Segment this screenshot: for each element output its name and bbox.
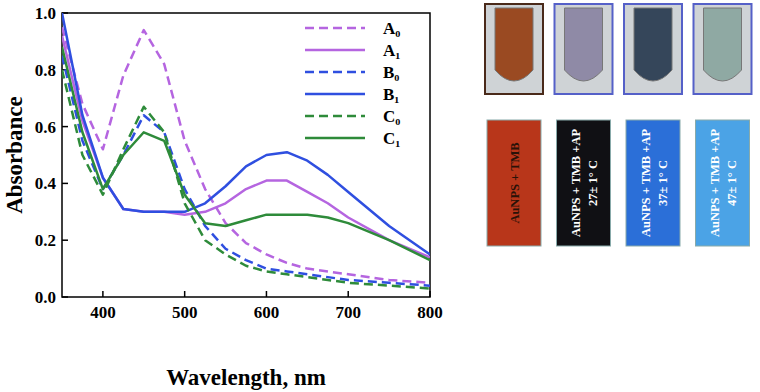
x-tick-label: 400 [90,303,116,322]
figure: 0.0 0.2 0.4 0.6 0.8 1.0 400 500 600 700 800 Wavelen… [0,0,760,392]
x-tick [184,291,186,297]
tube-label: 47± 1° C [725,160,739,206]
legend-swatch [305,115,365,118]
tube-label-box [696,120,750,246]
series-line [62,70,430,289]
y-tick-label: 0.6 [35,118,56,137]
legend-swatch [305,71,365,74]
x-tick-label: 600 [254,303,280,322]
legend-label: C₀ [383,107,400,126]
x-tick-label: 800 [417,303,443,322]
series-line [62,56,430,286]
y-tick [62,296,68,298]
tube [495,8,533,81]
tube-label: AuNPS + TMB +AP [639,129,653,237]
x-tick-label: 700 [335,303,361,322]
tube [704,8,742,81]
tube [634,8,672,81]
x-tick [347,291,349,297]
tube-frame [694,4,752,94]
legend-swatch [305,49,365,52]
series-line [62,13,430,254]
tube-frame [624,4,682,94]
x-axis-title: Wavelength, nm [166,365,326,390]
y-axis-title: Absorbance [2,96,27,214]
legend-swatch [305,137,365,140]
tube-label: AuNPS + TMB +AP [569,129,583,237]
series-line [62,27,430,283]
plot-frame [62,13,430,297]
legend-label: B₀ [383,63,399,82]
legend-label: B₁ [383,85,399,104]
tube-label: 27± 1° C [586,160,600,206]
x-tick [429,291,431,297]
legend-swatch [305,93,365,96]
y-tick [62,183,68,185]
y-tick-label: 0.8 [35,61,56,80]
tube-label: 37± 1° C [656,160,670,206]
tube-label: AuNPS + TMB +AP [708,129,722,237]
legend-label: A₀ [383,19,400,38]
x-tick-label: 500 [172,303,198,322]
x-tick [266,291,268,297]
legend-label: C₁ [383,129,400,148]
tube [565,8,603,81]
tube-frame [555,4,613,94]
x-tick [102,291,104,297]
y-tick-label: 0.0 [35,288,56,307]
tube-label-box [557,120,611,246]
y-tick [62,126,68,128]
tube-frame [485,4,543,94]
series-line [62,36,430,258]
series-line [62,47,430,260]
y-tick-label: 0.4 [35,174,57,193]
legend-swatch [305,27,365,30]
tube-label-box [487,120,541,246]
plot-area [62,13,430,288]
y-tick-label: 0.2 [35,231,56,250]
legend-label: A₁ [383,41,400,60]
tube-label: AuNPS + TMB [508,142,522,223]
tube-label-box [626,120,680,246]
y-tick-label: 1.0 [35,4,56,23]
y-tick [62,239,68,241]
